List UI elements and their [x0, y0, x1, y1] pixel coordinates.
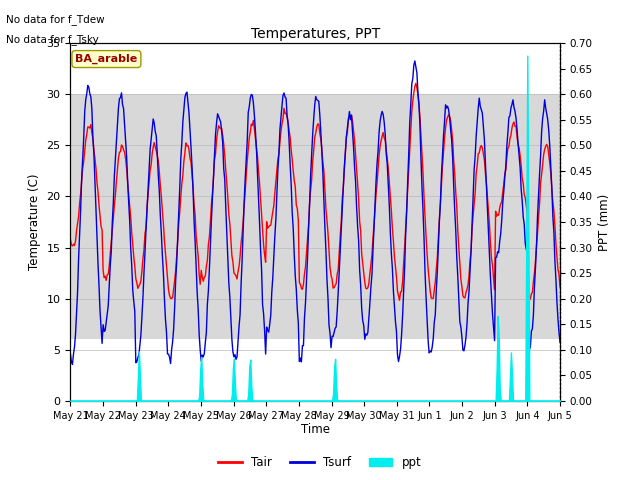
- Title: Temperatures, PPT: Temperatures, PPT: [251, 27, 380, 41]
- Text: No data for f_Tsky: No data for f_Tsky: [6, 34, 99, 45]
- Y-axis label: PPT (mm): PPT (mm): [598, 193, 611, 251]
- Text: No data for f_Tdew: No data for f_Tdew: [6, 14, 105, 25]
- Text: BA_arable: BA_arable: [76, 54, 138, 64]
- X-axis label: Time: Time: [301, 423, 330, 436]
- Legend: Tair, Tsurf, ppt: Tair, Tsurf, ppt: [214, 452, 426, 474]
- Bar: [70, 94, 560, 339]
- Y-axis label: Temperature (C): Temperature (C): [28, 174, 41, 270]
